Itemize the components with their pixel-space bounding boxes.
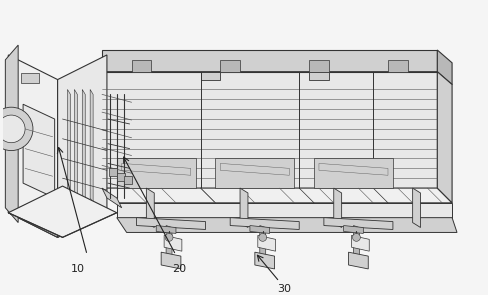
- Circle shape: [0, 107, 33, 150]
- Polygon shape: [156, 226, 176, 233]
- Polygon shape: [132, 60, 151, 72]
- Polygon shape: [314, 158, 393, 188]
- Polygon shape: [255, 252, 275, 269]
- Bar: [21, 73, 39, 83]
- Polygon shape: [117, 203, 452, 218]
- Polygon shape: [437, 72, 452, 203]
- Polygon shape: [309, 72, 329, 80]
- Polygon shape: [319, 163, 388, 175]
- Polygon shape: [201, 72, 220, 80]
- Polygon shape: [146, 188, 154, 227]
- Polygon shape: [117, 218, 457, 232]
- Polygon shape: [324, 218, 393, 230]
- Polygon shape: [437, 50, 452, 85]
- Polygon shape: [161, 252, 181, 269]
- Polygon shape: [348, 252, 368, 269]
- Polygon shape: [215, 158, 294, 188]
- Circle shape: [352, 233, 360, 241]
- Polygon shape: [102, 72, 437, 188]
- Polygon shape: [220, 163, 289, 175]
- Circle shape: [165, 233, 173, 241]
- Polygon shape: [240, 188, 248, 227]
- Polygon shape: [8, 188, 107, 237]
- Polygon shape: [82, 89, 85, 203]
- Polygon shape: [23, 104, 55, 198]
- Polygon shape: [250, 226, 270, 233]
- Bar: [117, 173, 124, 181]
- Polygon shape: [74, 89, 77, 203]
- Polygon shape: [334, 188, 342, 227]
- Polygon shape: [117, 158, 196, 188]
- Text: 20: 20: [172, 264, 186, 274]
- Bar: [109, 168, 117, 176]
- Polygon shape: [102, 50, 437, 72]
- Polygon shape: [90, 89, 93, 203]
- Bar: [123, 176, 132, 184]
- Polygon shape: [137, 218, 205, 230]
- Circle shape: [0, 115, 25, 143]
- Polygon shape: [67, 89, 70, 203]
- Polygon shape: [102, 72, 452, 85]
- Polygon shape: [5, 45, 18, 223]
- Polygon shape: [166, 226, 172, 257]
- Polygon shape: [258, 235, 276, 251]
- Polygon shape: [122, 163, 191, 175]
- Polygon shape: [260, 226, 265, 257]
- Polygon shape: [230, 218, 299, 230]
- Text: 30: 30: [278, 284, 291, 294]
- Polygon shape: [353, 226, 359, 257]
- Polygon shape: [413, 188, 421, 227]
- Polygon shape: [102, 188, 122, 208]
- Polygon shape: [351, 235, 369, 251]
- Polygon shape: [8, 186, 117, 237]
- Polygon shape: [102, 188, 452, 203]
- Polygon shape: [164, 235, 182, 251]
- Polygon shape: [8, 55, 58, 237]
- Polygon shape: [309, 60, 329, 72]
- Polygon shape: [220, 60, 240, 72]
- Polygon shape: [388, 60, 407, 72]
- Polygon shape: [58, 55, 107, 237]
- Circle shape: [259, 233, 266, 241]
- Text: 10: 10: [70, 264, 84, 274]
- Polygon shape: [344, 226, 364, 233]
